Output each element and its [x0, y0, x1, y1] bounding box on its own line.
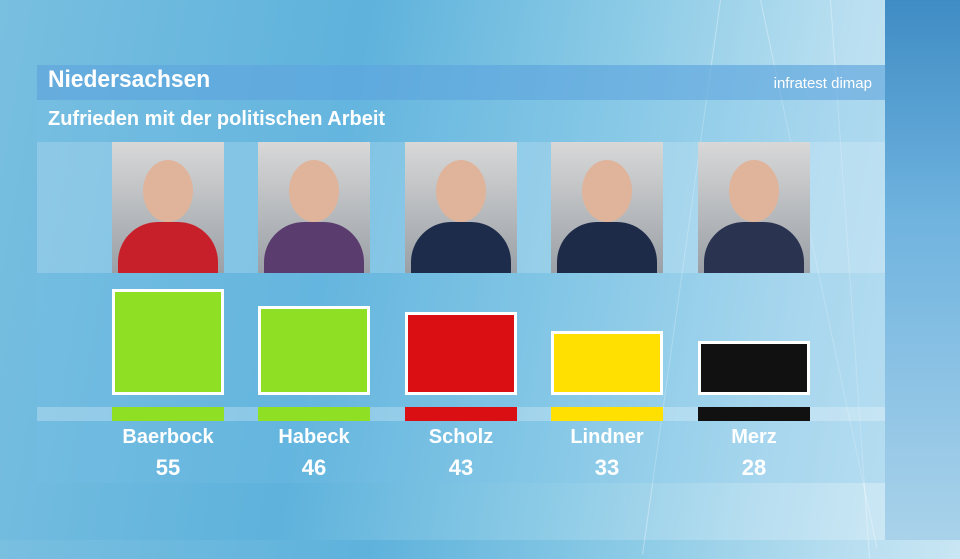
candidate-photo	[258, 142, 370, 273]
photo-head	[582, 160, 632, 222]
photo-head	[289, 160, 339, 222]
bar-base-scholz	[405, 407, 517, 421]
bar-habeck	[258, 306, 370, 395]
value-label: 28	[741, 455, 767, 480]
bar-base-merz	[698, 407, 810, 421]
bar-base-lindner	[551, 407, 663, 421]
category-label: Merz	[731, 426, 777, 448]
candidate-photo	[698, 142, 810, 273]
value-label: 55	[155, 455, 181, 480]
photo-body	[704, 222, 804, 273]
photo-body	[557, 222, 657, 273]
photo-body	[264, 222, 364, 273]
value-label: 46	[301, 455, 327, 480]
category-label: Baerbock	[122, 426, 214, 448]
bar-baerbock	[112, 289, 224, 395]
background-edge	[885, 0, 960, 540]
photo-body	[411, 222, 511, 273]
value-label: 33	[594, 455, 620, 480]
photo-head	[729, 160, 779, 222]
category-label: Lindner	[570, 426, 644, 448]
chart-title: Niedersachsen	[48, 66, 211, 93]
candidate-photo	[405, 142, 517, 273]
candidate-photo	[551, 142, 663, 273]
source-label: infratest dimap	[773, 75, 872, 92]
category-label: Habeck	[278, 426, 350, 448]
category-label: Scholz	[428, 426, 494, 448]
candidate-photo	[112, 142, 224, 273]
photo-head	[143, 160, 193, 222]
bar-lindner	[551, 331, 663, 395]
photo-body	[118, 222, 218, 273]
title-bar	[37, 65, 885, 100]
chart-subtitle: Zufrieden mit der politischen Arbeit	[48, 108, 386, 130]
value-label: 43	[448, 455, 474, 480]
photo-head	[436, 160, 486, 222]
bar-base-baerbock	[112, 407, 224, 421]
bar-scholz	[405, 312, 517, 395]
bar-base-habeck	[258, 407, 370, 421]
bar-merz	[698, 341, 810, 395]
